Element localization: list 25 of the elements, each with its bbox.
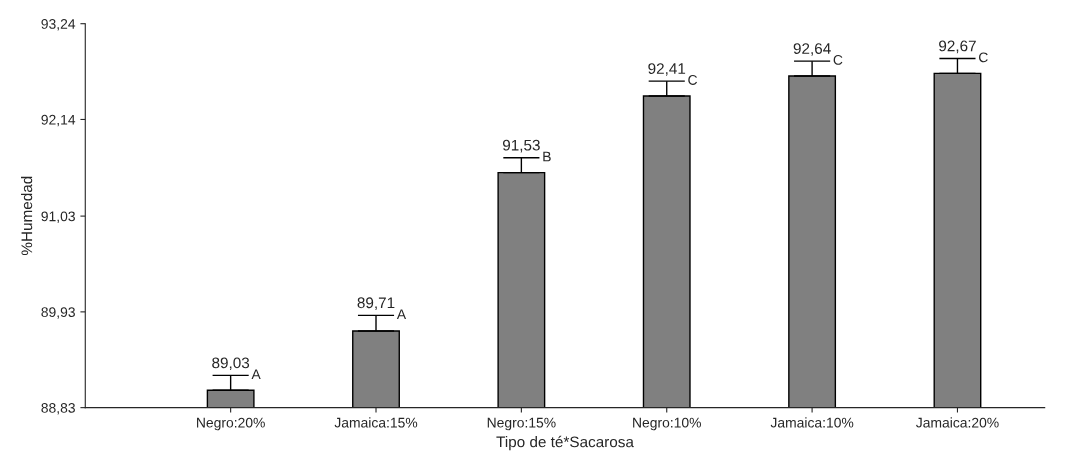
annotation: A [396,309,407,319]
data-label: 92,64 [793,43,831,56]
data-label: 92,41 [648,63,686,76]
y-tick-label: 92,14 [41,114,76,127]
annotation: B [543,151,551,162]
x-tick-label: Negro:10% [633,417,701,431]
data-label: 91,53 [502,139,540,153]
annotation: C [979,52,988,63]
annotation: A [251,369,261,380]
y-tick-label: 88,83 [41,402,75,415]
data-label: 89,71 [357,297,395,310]
data-label: 89,03 [212,357,250,371]
y-tick-label: 91,03 [41,211,75,223]
x-tick-label: Jamaica:20% [915,417,999,428]
x-tick-label: Negro:20% [197,417,265,431]
y-tick-label: 93,24 [41,19,76,31]
x-tick-label: Jamaica:15% [334,417,418,428]
y-tick-label: 89,93 [41,307,75,319]
x-tick-label: Jamaica:10% [770,417,854,428]
annotation: C [688,75,698,85]
x-axis-title: Tipo de té*Sacarosa [496,435,634,451]
x-tick-label: Negro:15% [487,417,556,431]
annotation: C [833,55,843,65]
y-axis-title: %Humedad [21,176,33,256]
data-label: 92,67 [939,40,976,54]
